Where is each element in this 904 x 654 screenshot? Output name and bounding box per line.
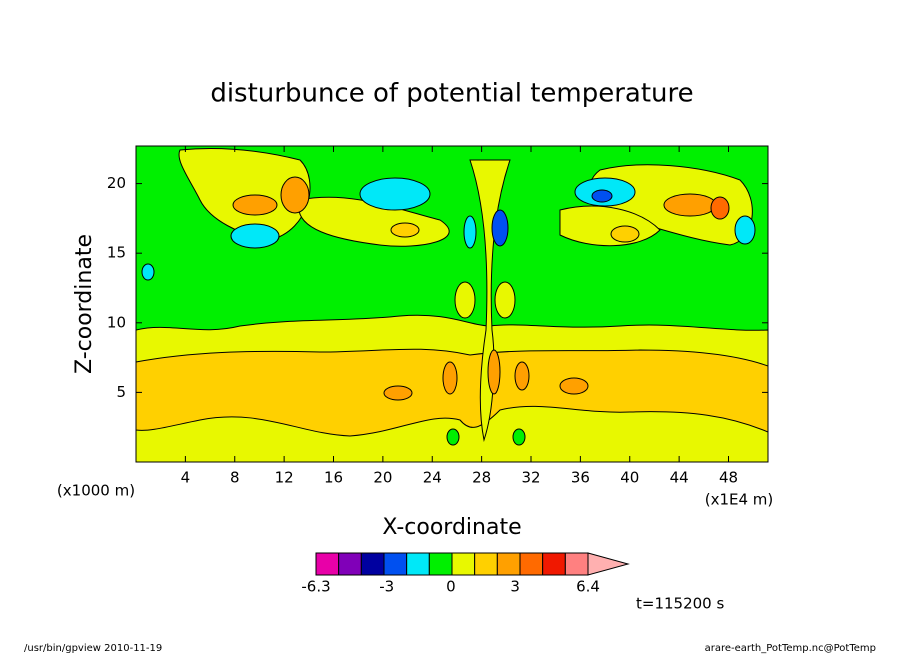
x-tick-label: 16 [324,469,343,487]
y-tick-label: 5 [116,383,126,401]
x-tick-label: 32 [521,469,540,487]
x-tick-label: 48 [719,469,738,487]
x-tick-label: 4 [181,469,191,487]
x-tick-label: 40 [620,469,639,487]
x-tick-label: 8 [230,469,240,487]
colorbar-box [542,552,566,576]
colorbar-tick-label: -6.3 [301,578,330,596]
footer-left: /usr/bin/gpview 2010-11-19 [24,643,162,654]
x-tick-label: 44 [670,469,689,487]
y-axis-label: Z-coordinate [72,234,97,374]
colorbar-tick-label: 0 [446,578,456,596]
colorbar-box [428,552,453,576]
contour-field [136,146,768,462]
footer-right: arare-earth_PotTemp.nc@PotTemp [705,643,876,654]
colorbar-box [451,552,476,576]
colorbar-box [406,552,430,576]
colorbar-box [496,552,521,576]
colorbar-box [519,552,544,576]
x-tick-label: 12 [275,469,294,487]
colorbar-tick-label: 3 [510,578,520,596]
colorbar-tick-label: 6.4 [576,578,600,596]
colorbar-box [315,552,340,576]
colorbar-box [360,552,385,576]
colorbar-tick-label: -3 [379,578,394,596]
time-annotation: t=115200 s [636,595,724,613]
colorbar-box [383,552,408,576]
x-unit-label-right: (x1E4 m) [705,491,774,509]
x-unit-label: (x1000 m) [57,482,135,500]
colorbar-arrow [587,552,630,576]
colorbar-box [474,552,498,576]
colorbar-box [338,552,362,576]
x-axis-label: X-coordinate [382,515,521,540]
plot-frame [135,145,769,463]
x-tick-label: 24 [423,469,442,487]
x-tick-label: 20 [373,469,392,487]
y-tick-label: 20 [107,174,126,192]
colorbar-box [564,552,589,576]
chart-title: disturbunce of potential temperature [210,79,693,109]
x-tick-label: 36 [571,469,590,487]
y-tick-label: 15 [107,244,126,262]
y-tick-label: 10 [107,313,126,331]
x-tick-label: 28 [472,469,491,487]
